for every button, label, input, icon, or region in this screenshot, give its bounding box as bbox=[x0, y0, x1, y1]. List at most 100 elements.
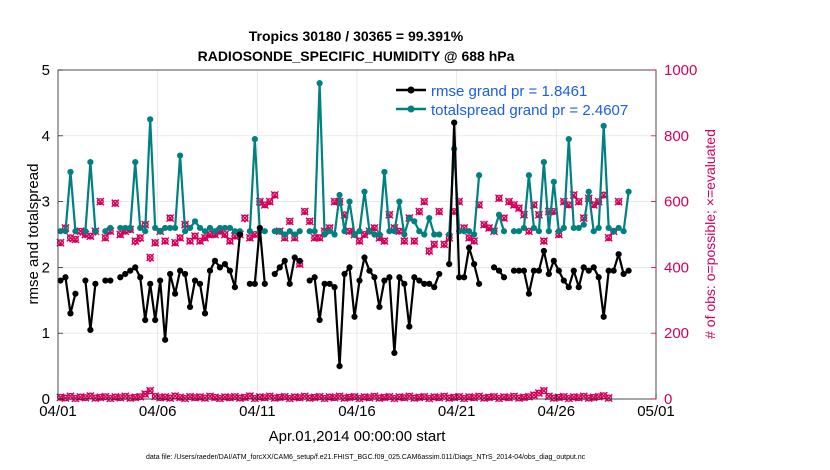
totalspread-point bbox=[381, 168, 388, 176]
obs_evaluated-point bbox=[552, 211, 556, 215]
rmse-point bbox=[196, 280, 204, 287]
rmse-point bbox=[550, 257, 557, 264]
rmse-point bbox=[147, 280, 154, 287]
rmse-point bbox=[176, 267, 184, 274]
totalspread-point bbox=[341, 228, 348, 235]
y2-axis-label: # of obs: o=possible; ×=evaluated bbox=[702, 129, 718, 339]
obs_possible-point-x2 bbox=[574, 197, 583, 206]
totalspread-point bbox=[471, 231, 478, 238]
obs_evaluated-point bbox=[378, 238, 381, 241]
rmse-point bbox=[246, 280, 253, 287]
totalspread-point bbox=[152, 224, 159, 232]
totalspread-point bbox=[211, 228, 219, 235]
totalspread-point bbox=[585, 188, 592, 195]
rmse-point bbox=[291, 254, 298, 261]
obs_evaluated-point bbox=[607, 238, 610, 241]
legend-spread-marker bbox=[407, 105, 415, 113]
totalspread-point bbox=[191, 218, 199, 225]
x-tick-label: 04/16 bbox=[338, 403, 376, 420]
obs_evaluated-point bbox=[268, 202, 271, 205]
obs_evaluated-point bbox=[343, 215, 346, 218]
obs_low-point-x2 bbox=[146, 386, 155, 395]
obs_low-point-x2 bbox=[86, 391, 95, 401]
obs_evaluated-point bbox=[383, 241, 386, 244]
totalspread-point bbox=[406, 214, 413, 222]
rmse-point bbox=[426, 280, 433, 287]
totalspread-point bbox=[500, 228, 508, 235]
totalspread-point bbox=[102, 228, 109, 235]
rmse-point bbox=[605, 267, 612, 274]
rmse-point bbox=[336, 363, 343, 370]
totalspread-point bbox=[431, 231, 438, 238]
obs_evaluated-point bbox=[79, 233, 82, 236]
totalspread-point bbox=[540, 159, 547, 166]
obs_evaluated-point bbox=[472, 241, 476, 244]
obs_possible-point-x2 bbox=[355, 236, 364, 246]
obs_possible-point-x2 bbox=[435, 207, 444, 216]
totalspread-point bbox=[331, 231, 338, 238]
totalspread-point bbox=[162, 224, 169, 232]
totalspread-point bbox=[107, 224, 114, 232]
obs_evaluated-point bbox=[428, 253, 431, 256]
obs_evaluated-point bbox=[288, 221, 291, 225]
obs_evaluated-point bbox=[114, 203, 117, 207]
obs_evaluated-point bbox=[418, 211, 421, 215]
obs_evaluated-point bbox=[248, 238, 252, 241]
rmse-point bbox=[381, 277, 388, 284]
totalspread-point bbox=[510, 228, 518, 235]
totalspread-point bbox=[137, 224, 144, 232]
rmse-point bbox=[211, 257, 219, 264]
obs_possible-point-x2 bbox=[96, 197, 105, 206]
obs_evaluated-point bbox=[567, 205, 570, 208]
rmse-point bbox=[346, 264, 353, 271]
rmse-point bbox=[236, 231, 243, 238]
totalspread-point bbox=[82, 228, 89, 235]
totalspread-point bbox=[271, 228, 278, 235]
obs_evaluated-point bbox=[602, 195, 605, 198]
rmse-point bbox=[620, 270, 627, 278]
obs_evaluated-point bbox=[517, 208, 521, 212]
x-tick-label: 04/21 bbox=[438, 403, 476, 420]
rmse-point bbox=[490, 264, 498, 271]
obs_evaluated-point bbox=[198, 241, 202, 244]
obs_possible-point bbox=[265, 197, 274, 206]
obs_evaluated-point bbox=[363, 234, 366, 238]
rmse-point bbox=[386, 274, 393, 281]
rmse-point bbox=[132, 264, 139, 271]
y-tick-label: 3 bbox=[42, 194, 50, 211]
rmse-point bbox=[495, 267, 503, 274]
obs_possible-point-x2 bbox=[440, 240, 449, 249]
rmse-point bbox=[565, 284, 572, 291]
obs_evaluated-point bbox=[69, 239, 72, 243]
obs_evaluated-point bbox=[104, 238, 107, 241]
obs_evaluated-point bbox=[109, 231, 112, 235]
obs_low-point-o bbox=[605, 394, 613, 402]
y2-tick-label: 600 bbox=[664, 194, 689, 211]
obs_evaluated-point bbox=[512, 205, 516, 208]
obs_evaluated-point bbox=[298, 264, 301, 267]
rmse-point bbox=[87, 326, 94, 334]
rmse-point bbox=[555, 267, 562, 274]
totalspread-point bbox=[371, 231, 378, 238]
totalspread-point bbox=[92, 228, 99, 235]
obs_evaluated-point bbox=[542, 241, 546, 244]
rmse-point bbox=[137, 274, 144, 281]
totalspread-point bbox=[520, 224, 528, 232]
rmse-point bbox=[431, 284, 438, 291]
totalspread-point bbox=[436, 231, 443, 238]
totalspread-point bbox=[391, 228, 398, 235]
y2-tick-label: 800 bbox=[664, 128, 689, 145]
obs_possible-point bbox=[136, 233, 145, 242]
obs_evaluated-point bbox=[467, 238, 471, 241]
rmse-point bbox=[500, 274, 508, 281]
obs_possible-point-x2 bbox=[151, 238, 160, 247]
rmse-point bbox=[321, 280, 328, 287]
totalspread-point bbox=[421, 231, 428, 238]
rmse-point bbox=[411, 274, 418, 281]
rmse-point bbox=[421, 280, 428, 287]
obs_evaluated-point bbox=[333, 202, 336, 205]
obs_evaluated-point bbox=[308, 221, 311, 225]
totalspread-point bbox=[610, 228, 617, 235]
obs_possible-point bbox=[470, 236, 479, 246]
